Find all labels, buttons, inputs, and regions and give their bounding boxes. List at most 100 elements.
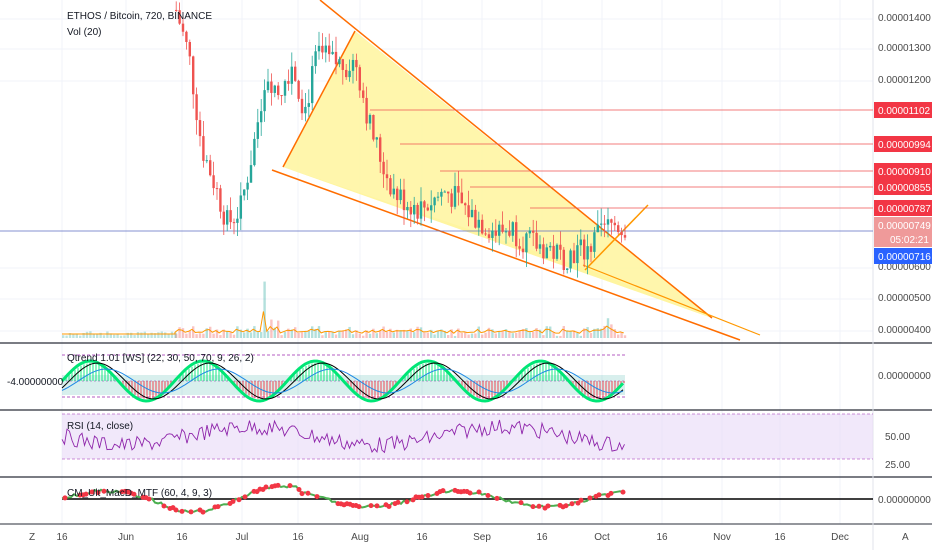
candle-body <box>518 246 521 249</box>
candle-body <box>413 204 416 215</box>
candle-body <box>372 114 375 140</box>
qtrend-bar <box>353 381 355 391</box>
qtrend-bar <box>488 381 490 399</box>
macd-dot <box>419 494 425 500</box>
volume-bar <box>174 332 177 338</box>
volume-bar <box>283 331 287 338</box>
volume-bar <box>263 281 266 338</box>
candle-body <box>600 223 603 225</box>
candle-body <box>317 45 321 52</box>
time-axis[interactable]: 16 Jun 16 Jul 16 Aug 16 Sep 16 Oct 16 Nov 16 Dec <box>56 532 848 543</box>
qtrend-bar <box>425 363 427 381</box>
qtrend-bar <box>389 381 391 392</box>
qtrend-bar <box>164 381 166 392</box>
rsi-label[interactable]: RSI (14, close) <box>67 421 133 432</box>
candle-body <box>334 51 338 65</box>
upper-trendline[interactable] <box>319 0 713 319</box>
volume-bar <box>508 331 511 338</box>
candle-body <box>280 95 283 97</box>
candle-body <box>416 204 419 219</box>
candle-body <box>283 81 287 96</box>
qtrend-bar <box>194 365 196 381</box>
qtrend-bar <box>359 381 361 395</box>
candle-body <box>494 230 497 236</box>
qtrend-bar <box>80 365 82 381</box>
volume-bar <box>109 333 112 338</box>
volume-bar <box>270 319 273 338</box>
qtrend-label[interactable]: Qtrend 1.01 [WS] (22, 30, 50, 70, 9, 26,… <box>67 353 254 364</box>
qtrend-bar <box>347 381 349 385</box>
lower-trendline[interactable] <box>271 169 741 341</box>
candle-body <box>243 189 246 196</box>
qtrend-bar <box>251 381 253 398</box>
qtrend-bar <box>446 371 448 381</box>
candle-body <box>311 66 314 104</box>
time-tick: 16 <box>176 532 188 543</box>
macd-label[interactable]: CM_Ult_MacD_MTF (60, 4, 9, 3) <box>67 488 212 499</box>
macd-dot <box>530 504 536 510</box>
qtrend-bar <box>290 378 292 381</box>
volume-bar <box>209 326 212 338</box>
qtrend-bar <box>269 381 271 397</box>
volume-bar <box>290 329 293 338</box>
candle-body <box>552 245 555 259</box>
macd-dot <box>287 483 293 489</box>
volume-bar <box>239 329 242 338</box>
volume-bar <box>96 333 99 338</box>
candle-body <box>256 122 259 139</box>
volume-bar <box>426 332 429 338</box>
candle-body <box>402 189 406 211</box>
countdown: 05:02:21 <box>890 235 929 246</box>
candle-body <box>426 207 429 211</box>
qtrend-bar <box>218 369 220 381</box>
candle-body <box>307 103 310 107</box>
price-tick: 0.00001400 <box>878 13 931 24</box>
volume-bar <box>280 335 283 338</box>
candle-body <box>409 206 412 215</box>
volume-label[interactable]: Vol (20) <box>67 27 101 38</box>
candle-body <box>515 222 518 247</box>
qtrend-bar <box>305 365 307 381</box>
breakout-line[interactable] <box>584 204 649 271</box>
qtrend-bar <box>110 372 112 381</box>
qtrend-bar <box>266 381 268 398</box>
price-tag: 0.00000787 <box>878 204 931 215</box>
volume-bar <box>423 332 426 338</box>
tag-bg-749 <box>874 217 932 247</box>
qtrend-bar <box>185 371 187 381</box>
symbol-title[interactable]: ETHOS / Bitcoin, 720, BINANCE <box>67 11 212 22</box>
qtrend-bar <box>470 381 472 394</box>
volume-bar <box>153 333 157 338</box>
qtrend-bar <box>182 373 184 381</box>
qtrend-bar <box>254 381 256 399</box>
qtrend-bar <box>449 374 451 381</box>
volume-bar <box>368 333 372 338</box>
volume-bar <box>341 330 344 338</box>
qtrend-bar <box>416 366 418 381</box>
candle-body <box>198 120 202 137</box>
candle-body <box>185 31 188 43</box>
qtrend-bar <box>503 381 505 391</box>
bottom-right-control[interactable]: A <box>902 532 909 543</box>
qtrend-bar <box>197 363 199 381</box>
macd-dot <box>467 490 473 496</box>
tag-bg-787 <box>874 200 932 216</box>
falling-wedge-fill[interactable] <box>283 31 712 318</box>
macd-dot <box>263 484 269 490</box>
price-tag: 0.00000910 <box>878 167 931 178</box>
volume-bar <box>164 332 167 338</box>
candle-body <box>470 209 474 218</box>
volume-bar <box>542 335 545 338</box>
volume-bar <box>140 332 143 338</box>
candle-body <box>226 210 229 225</box>
qtrend-bar <box>239 381 241 389</box>
volume-bar <box>249 332 253 338</box>
volume-bar <box>623 335 627 338</box>
qtrend-bar <box>257 381 259 399</box>
candle-body <box>532 230 535 233</box>
volume-bar <box>143 331 146 338</box>
qtrend-bar <box>536 363 538 381</box>
qtrend-bar <box>530 366 532 381</box>
qtrend-bar <box>383 381 385 396</box>
bottom-left-control[interactable]: Z <box>29 532 35 543</box>
